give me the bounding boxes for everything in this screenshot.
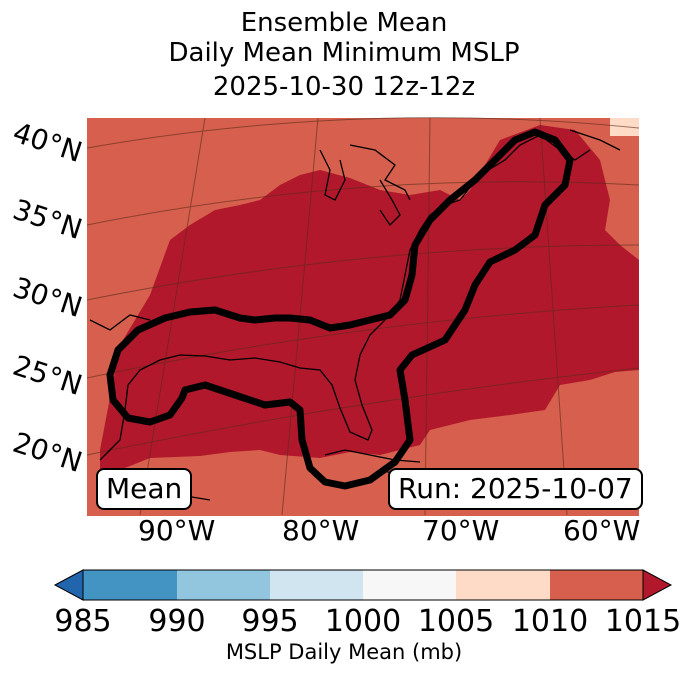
colorbar-tick-1010: 1010 [511, 604, 589, 639]
colorbar-bin-985-990 [83, 570, 177, 600]
colorbar-tick-985: 985 [54, 604, 112, 639]
colorbar-tick-1015: 1015 [604, 604, 682, 639]
title-line-2: Daily Mean Minimum MSLP [168, 38, 520, 68]
colorbar-bin-1010-1015 [550, 570, 643, 600]
colorbar-tick-1005: 1005 [417, 604, 495, 639]
title-line-3: 2025-10-30 12z-12z [212, 72, 476, 102]
colorbar-label: MSLP Daily Mean (mb) [225, 640, 463, 664]
lon-label-90w: 90°W [138, 514, 216, 547]
colorbar-tick-995: 995 [241, 604, 299, 639]
mslp-contour [106, 128, 574, 490]
colorbar-bin-990-995 [177, 570, 270, 600]
lon-label-70w: 70°W [422, 514, 500, 547]
lon-label-60w: 60°W [563, 514, 641, 547]
colorbar-bin-1000-1005 [363, 570, 456, 600]
lon-label-80w: 80°W [282, 514, 360, 547]
colorbar-tick-1000: 1000 [324, 604, 402, 639]
title-line-1: Ensemble Mean [240, 8, 448, 38]
colorbar-extend-low [53, 569, 84, 601]
run-label-box: Run: 2025-10-07 [388, 468, 643, 510]
colorbar-bin-995-1000 [270, 570, 363, 600]
mean-label-box: Mean [96, 468, 193, 510]
colorbar-tick-990: 990 [148, 604, 206, 639]
colorbar-bin-1005-1010 [456, 570, 550, 600]
colorbar-extend-high [642, 569, 673, 601]
